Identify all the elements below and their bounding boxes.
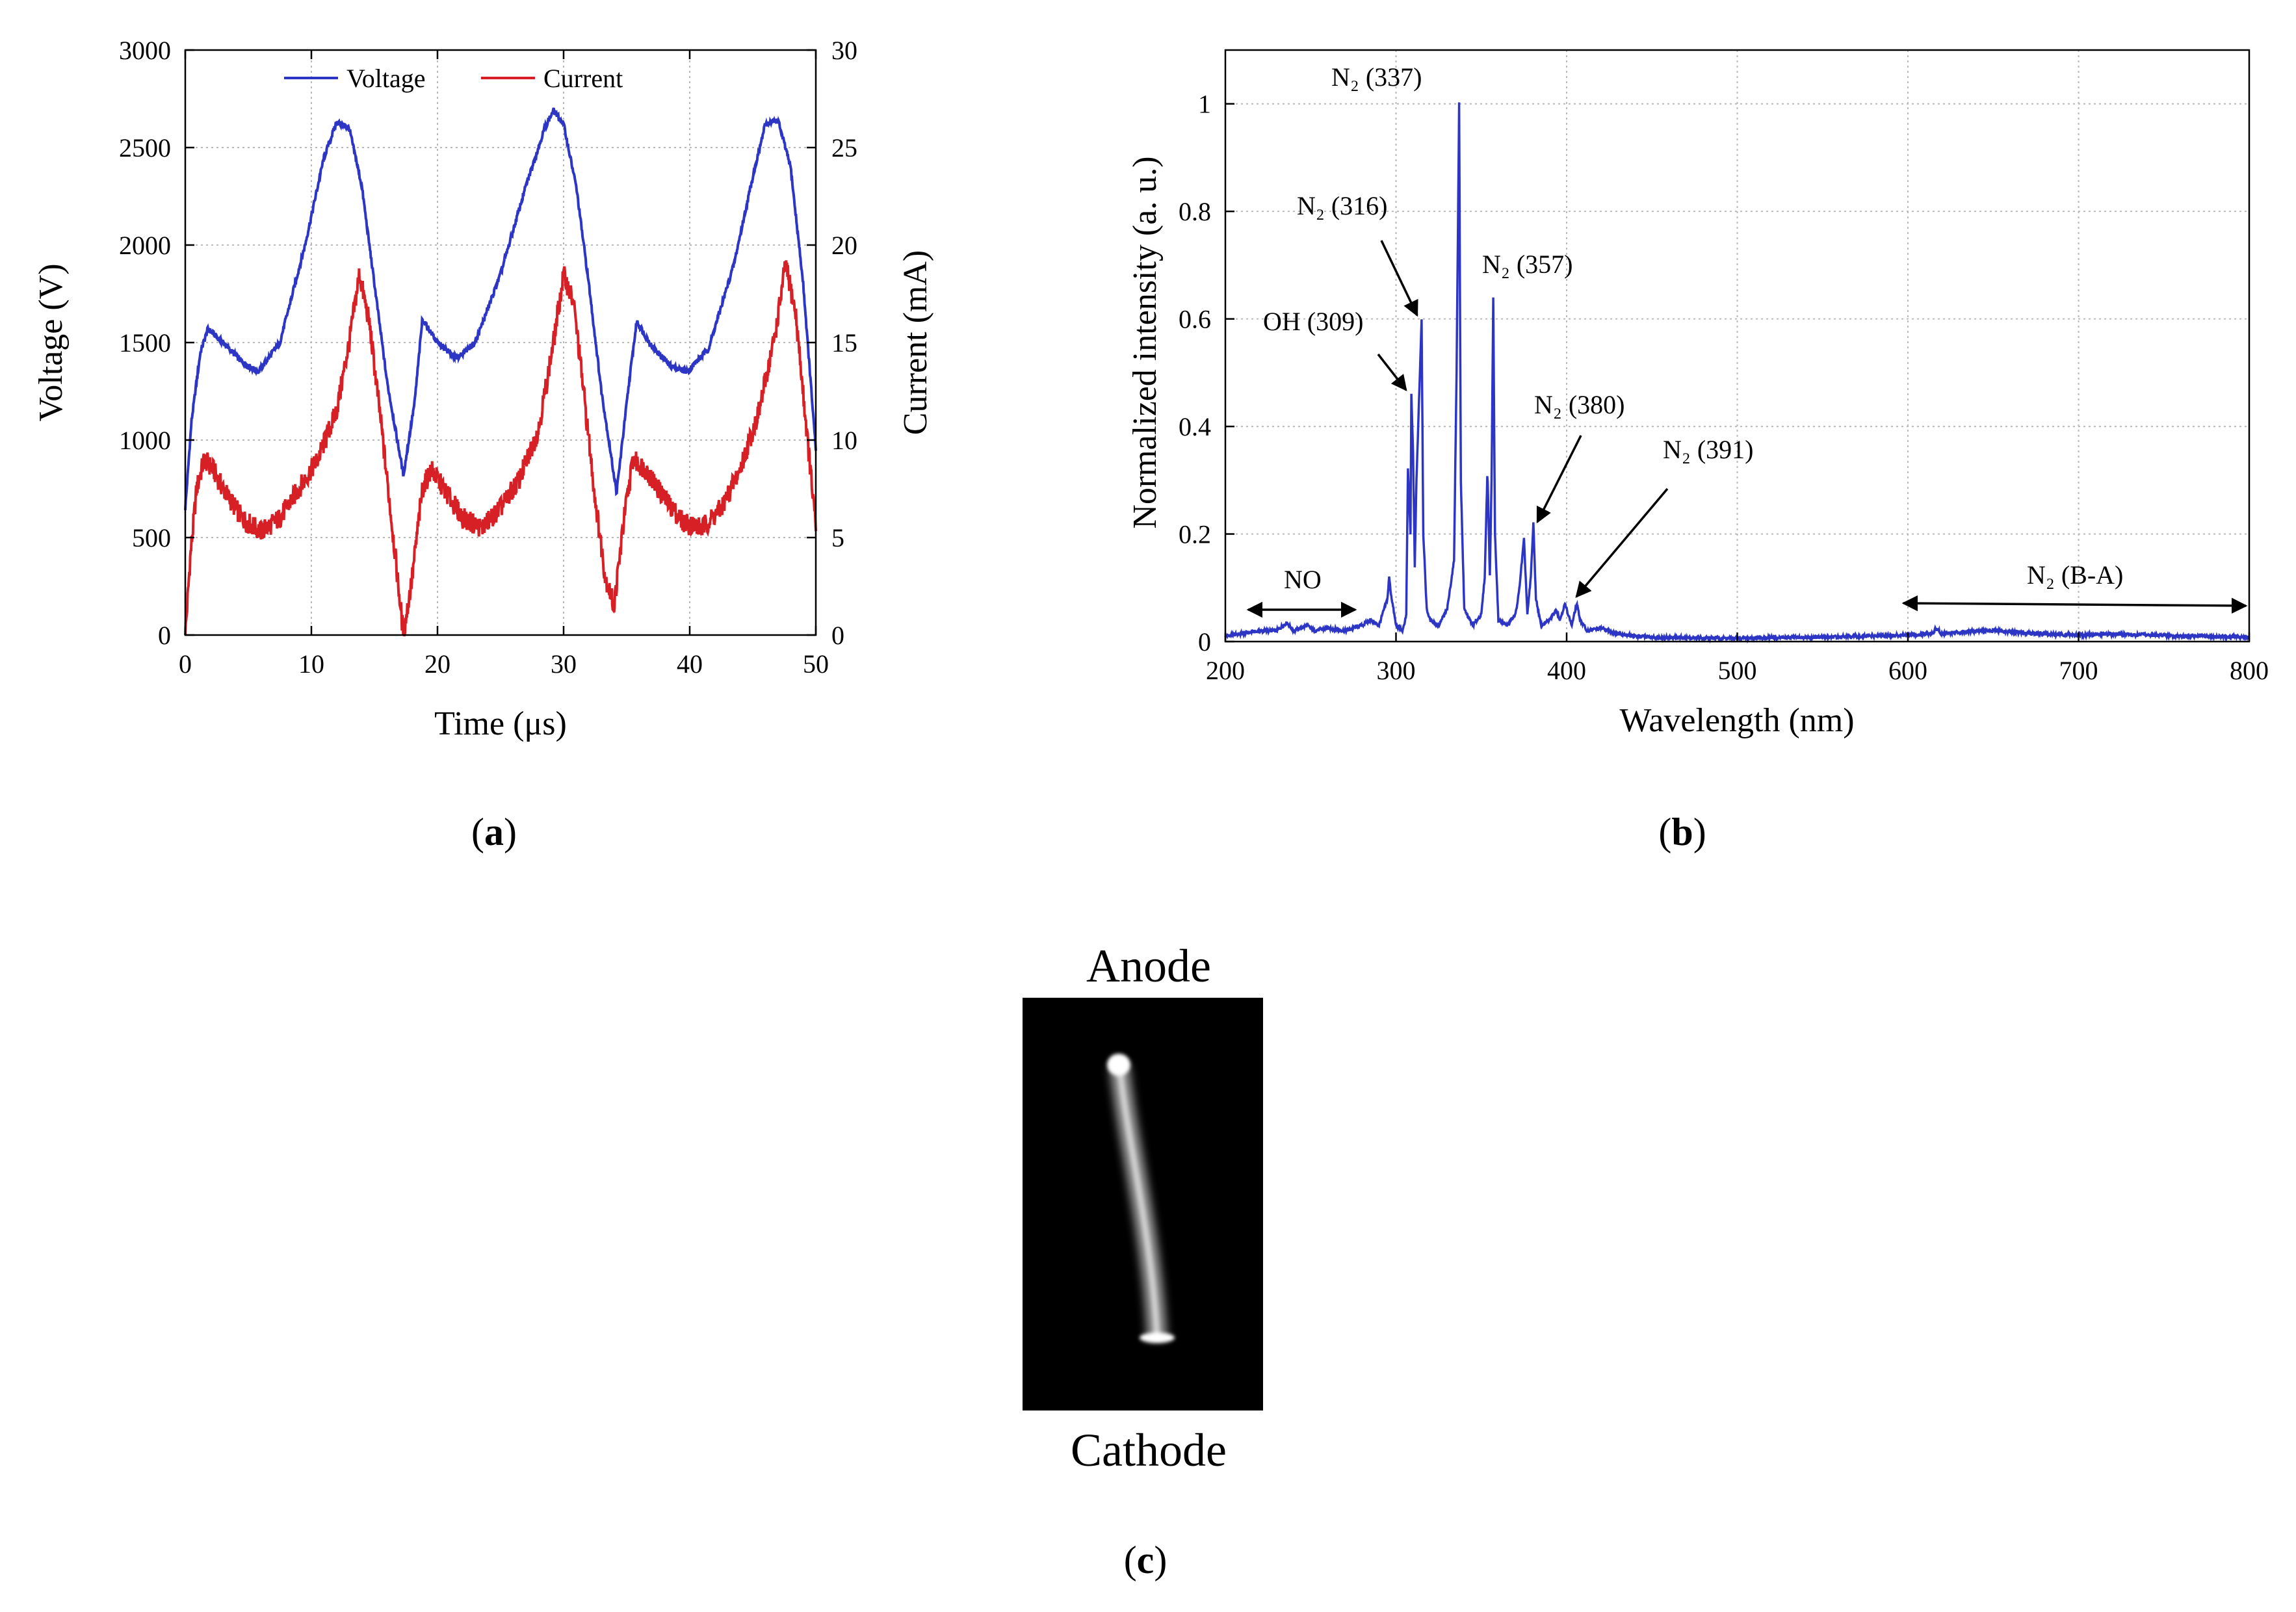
x-tick-label: 0 xyxy=(179,649,192,679)
y-tick-label-left: 1500 xyxy=(119,328,171,358)
x-tick-label: 700 xyxy=(2059,656,2098,685)
discharge-channel-core xyxy=(1116,1065,1160,1340)
panel-a-letter: a xyxy=(484,811,504,853)
x-tick-label: 200 xyxy=(1206,656,1245,685)
panel-a-voltage-current-chart: 0 10 20 30 40 50 0 500 1000 1500 2000 2500 3000 0 5 1… xyxy=(33,36,934,853)
panel-b-gridlines xyxy=(1225,50,2249,642)
y-tick-label-right: 20 xyxy=(831,231,857,260)
y-tick-label-left: 2000 xyxy=(119,231,171,260)
y-tick-label-left: 2500 xyxy=(119,133,171,162)
x-tick-label: 10 xyxy=(298,649,324,679)
arrow-n2-b-a-range xyxy=(1901,595,2248,614)
panel-b-x-axis-label: Wavelength (nm) xyxy=(1619,702,1854,739)
cathode-label: Cathode xyxy=(1071,1424,1227,1476)
panel-b-label: (b) xyxy=(1658,811,1706,853)
x-tick-label: 30 xyxy=(551,649,577,679)
x-tick-label: 50 xyxy=(803,649,829,679)
legend-current-label: Current xyxy=(543,64,623,93)
anode-hot-spot xyxy=(1107,1054,1130,1076)
annotation-n2-337: N₂ (337) xyxy=(1331,62,1422,92)
x-tick-label: 300 xyxy=(1377,656,1416,685)
y-tick-label-right: 0 xyxy=(831,621,844,650)
y-tick-label-right: 10 xyxy=(831,426,857,455)
panel-b-x-tick-labels: 200 300 400 500 600 700 800 xyxy=(1206,656,2269,685)
panel-c-discharge-photo: Anode Cathode (c) xyxy=(1023,940,1263,1581)
panel-c-letter: c xyxy=(1137,1539,1155,1581)
panel-c-label: (c) xyxy=(1124,1539,1168,1581)
annotation-n2-380: N₂ (380) xyxy=(1534,390,1624,419)
panel-b-y-tick-labels: 0 0.2 0.4 0.6 0.8 1 xyxy=(1179,90,1211,656)
panel-b-y-axis-label: Normalized intensity (a. u.) xyxy=(1127,156,1164,528)
y-tick-label-right: 15 xyxy=(831,328,857,358)
panel-a-label: (a) xyxy=(471,811,517,853)
arrow-n2-391 xyxy=(1575,488,1669,598)
panel-a-legend: Voltage Current xyxy=(284,64,623,93)
y-tick-label-left: 500 xyxy=(132,523,171,552)
panel-b-emission-spectrum-chart: 200 300 400 500 600 700 800 0 0.2 0.4 0.6 0.8 1 Wav… xyxy=(1127,49,2269,853)
arrow-n2-316 xyxy=(1380,240,1418,317)
y-tick-label: 1 xyxy=(1198,90,1211,119)
panel-b-ticks xyxy=(1224,103,2250,643)
y-tick-label: 0 xyxy=(1198,627,1211,656)
annotation-n2-391: N₂ (391) xyxy=(1663,435,1753,464)
panel-a-x-tick-labels: 0 10 20 30 40 50 xyxy=(179,649,829,679)
y-tick-label-right: 5 xyxy=(831,523,844,552)
y-tick-label-right: 30 xyxy=(831,36,857,65)
x-tick-label: 600 xyxy=(1888,656,1927,685)
annotation-n2-316: N₂ (316) xyxy=(1297,191,1387,220)
cathode-hot-spot xyxy=(1140,1332,1175,1343)
x-tick-label: 400 xyxy=(1547,656,1586,685)
current-series-line xyxy=(184,260,817,636)
legend-voltage-label: Voltage xyxy=(346,64,425,93)
y-tick-label: 0.8 xyxy=(1179,197,1211,226)
x-tick-label: 40 xyxy=(677,649,703,679)
voltage-series-line xyxy=(184,107,817,510)
y-tick-label: 0.4 xyxy=(1179,412,1211,441)
y-tick-label: 0.2 xyxy=(1179,520,1211,549)
y-tick-label-left: 1000 xyxy=(119,426,171,455)
panel-a-left-y-tick-labels: 0 500 1000 1500 2000 2500 3000 xyxy=(119,36,171,650)
arrow-oh-309 xyxy=(1377,353,1407,391)
spectrum-series-line xyxy=(1224,102,2250,644)
arrow-n2-380 xyxy=(1536,435,1582,524)
panel-a-x-axis-label: Time (μs) xyxy=(434,705,567,742)
y-tick-label-right: 25 xyxy=(831,133,857,162)
y-tick-label: 0.6 xyxy=(1179,305,1211,334)
panel-a-right-y-axis-label: Current (mA) xyxy=(897,250,934,435)
panel-a-left-y-axis-label: Voltage (V) xyxy=(33,263,70,421)
x-tick-label: 20 xyxy=(424,649,450,679)
panel-b-letter: b xyxy=(1671,811,1693,853)
panel-a-right-y-tick-labels: 0 5 10 15 20 25 30 xyxy=(831,36,857,650)
anode-label: Anode xyxy=(1086,940,1211,992)
x-tick-label: 800 xyxy=(2230,656,2269,685)
y-tick-label-left: 3000 xyxy=(119,36,171,65)
panel-a-ticks xyxy=(184,49,817,636)
annotation-oh-309: OH (309) xyxy=(1263,307,1363,336)
y-tick-label-left: 0 xyxy=(158,621,171,650)
x-tick-label: 500 xyxy=(1718,656,1757,685)
annotation-n2-357: N₂ (357) xyxy=(1482,250,1572,279)
annotation-n2-b-a: N₂ (B-A) xyxy=(2027,560,2123,590)
annotation-no: NO xyxy=(1284,565,1322,594)
